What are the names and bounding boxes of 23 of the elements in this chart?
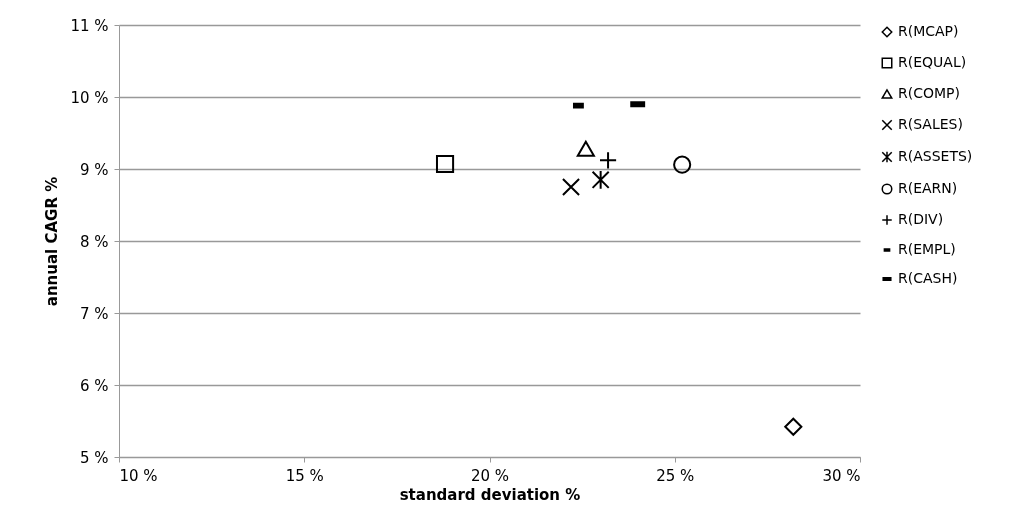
- x-tick-label: 15 %: [285, 466, 324, 485]
- x-tick-label: 20 %: [470, 466, 510, 485]
- legend-label: R(EQUAL): [898, 54, 967, 70]
- y-tick-label: 5 %: [79, 448, 109, 467]
- x-tick-label: 10 %: [119, 466, 158, 485]
- y-axis-title: annual CAGR %: [43, 176, 62, 307]
- legend-label: R(ASSETS): [898, 148, 973, 164]
- legend-label: R(EARN): [898, 180, 958, 196]
- x-axis-title: standard deviation %: [399, 485, 581, 504]
- legend-label: R(COMP): [898, 85, 960, 101]
- y-tick-label: 6 %: [79, 376, 109, 395]
- y-tick-label: 10 %: [70, 88, 109, 107]
- y-tick-label: 9 %: [79, 160, 109, 179]
- legend-label: R(DIV): [898, 211, 944, 227]
- legend-label: R(SALES): [898, 116, 963, 132]
- y-tick-label: 7 %: [79, 304, 109, 323]
- legend-label: R(EMPL): [898, 241, 956, 257]
- legend-label: R(CASH): [898, 270, 958, 286]
- legend-label: R(MCAP): [898, 23, 959, 39]
- y-tick-label: 11 %: [70, 16, 109, 35]
- x-tick-label: 30 %: [822, 466, 861, 485]
- x-tick-label: 25 %: [656, 466, 695, 485]
- y-tick-label: 8 %: [79, 232, 109, 251]
